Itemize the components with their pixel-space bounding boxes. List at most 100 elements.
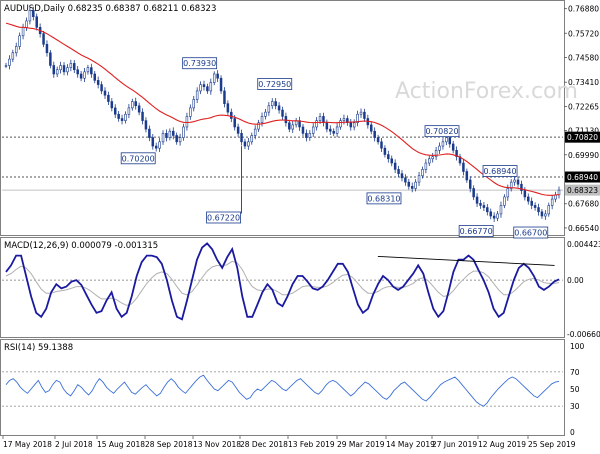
- price-annotation-box: [120, 152, 156, 165]
- candle-body: [257, 122, 260, 130]
- candle-body: [195, 90, 199, 100]
- price-annotation-box: [257, 78, 293, 90]
- candle-body: [223, 90, 226, 104]
- level-price-tag: 0.70820: [567, 133, 598, 142]
- x-tick-label: 12 Aug 2019: [478, 440, 526, 449]
- candle-body: [288, 122, 291, 130]
- candle-body: [240, 133, 243, 143]
- rsi-tick-label: 30: [570, 402, 580, 411]
- candle-body: [356, 113, 359, 124]
- candle-body: [137, 105, 141, 113]
- candle-body: [185, 116, 189, 128]
- x-tick-label: 2 Jul 2018: [55, 440, 93, 449]
- macd-line: [5, 242, 560, 321]
- moving-average-line: [5, 22, 560, 196]
- candle-body: [380, 141, 383, 149]
- candle-body: [165, 133, 168, 138]
- candle-body: [458, 156, 462, 164]
- candle-body: [267, 105, 271, 113]
- candle-body: [277, 105, 281, 111]
- candle-body: [69, 63, 73, 68]
- candle-body: [151, 137, 155, 147]
- price-tick-label: 0.69990: [568, 151, 599, 160]
- candle-body: [260, 116, 264, 124]
- candle-body: [407, 181, 411, 187]
- candle-body: [209, 82, 213, 92]
- candle-body: [509, 181, 513, 189]
- candle-body: [42, 33, 45, 45]
- x-tick-label: 14 May 2019: [386, 440, 435, 449]
- price-annotation: 0.70820: [424, 125, 460, 138]
- candle-body: [373, 130, 376, 138]
- candle-body: [421, 169, 424, 177]
- rsi-tick-label: 50: [570, 385, 580, 394]
- macd-panel-title: MACD(12,26,9) 0.000079 -0.001315: [4, 241, 158, 251]
- candle-body: [544, 213, 547, 217]
- price-tick-label: 0.66540: [568, 224, 599, 233]
- candle-body: [243, 141, 247, 147]
- candle-body: [438, 145, 441, 151]
- candle-body: [441, 141, 445, 147]
- axis-layer: 0.76880 0.75720 0.74580 0.73410 0.72265 0.711…: [2, 5, 600, 449]
- price-annotation-box: [182, 57, 218, 70]
- price-annotation: 0.73930: [182, 57, 218, 70]
- price-tick-label: 0.72265: [568, 103, 599, 112]
- rsi-panel-title: RSI(14) 59.1388: [4, 343, 73, 353]
- candle-body: [158, 141, 161, 149]
- candle-body: [305, 133, 308, 138]
- candle-body: [325, 122, 329, 130]
- candle-body: [45, 43, 49, 54]
- rsi-tick-label: 100: [570, 342, 585, 351]
- candle-body: [281, 109, 284, 117]
- candle-body: [404, 177, 407, 183]
- price-annotation: 0.67220: [206, 211, 241, 224]
- candle-body: [25, 20, 28, 28]
- candle-body: [32, 10, 35, 18]
- candle-body: [533, 205, 537, 208]
- price-layer: 0.73930 0.72950 0.70200 0.67220 0.70820 0.683…: [2, 6, 563, 239]
- price-annotation: 0.68310: [366, 192, 402, 205]
- candle-body: [329, 128, 332, 132]
- candle-body: [66, 67, 69, 73]
- candle-body: [4, 65, 8, 67]
- candle-body: [370, 124, 373, 132]
- candle-body: [540, 211, 544, 217]
- candle-body: [59, 65, 62, 71]
- candle-body: [236, 126, 240, 134]
- candle-body: [141, 111, 144, 121]
- candle-body: [537, 207, 540, 213]
- candle-body: [455, 150, 458, 157]
- price-annotation-box: [458, 225, 494, 237]
- candle-body: [28, 10, 32, 22]
- candle-body: [530, 200, 533, 206]
- price-annotation-label: 0.67220: [207, 213, 240, 222]
- candle-body: [202, 84, 206, 87]
- candle-body: [400, 173, 404, 179]
- candle-body: [250, 135, 254, 143]
- x-tick-label: 28 Dec 2018: [240, 440, 288, 449]
- candle-body: [301, 126, 305, 134]
- candle-body: [182, 126, 185, 138]
- price-annotation: 0.66770: [458, 225, 494, 237]
- candle-body: [482, 205, 486, 208]
- candle-body: [52, 65, 56, 75]
- x-tick-label: 27 Jun 2019: [432, 440, 477, 449]
- candle-body: [417, 175, 421, 183]
- candle-body: [113, 107, 117, 115]
- price-annotation-label: 0.70820: [425, 127, 458, 136]
- rsi-layer: [2, 371, 563, 407]
- candle-body: [103, 90, 107, 96]
- candle-body: [503, 196, 506, 206]
- x-tick-label: 15 Aug 2018: [97, 440, 145, 449]
- candle-body: [226, 103, 230, 113]
- candle-body: [264, 111, 267, 117]
- price-annotation: 0.72950: [257, 78, 293, 90]
- candle-body: [431, 156, 434, 160]
- candle-body: [144, 120, 148, 130]
- candle-body: [168, 130, 172, 138]
- candle-body: [390, 158, 393, 164]
- current-price-tag-bg: [565, 184, 600, 196]
- candle-body: [291, 124, 294, 130]
- candle-body: [486, 207, 489, 213]
